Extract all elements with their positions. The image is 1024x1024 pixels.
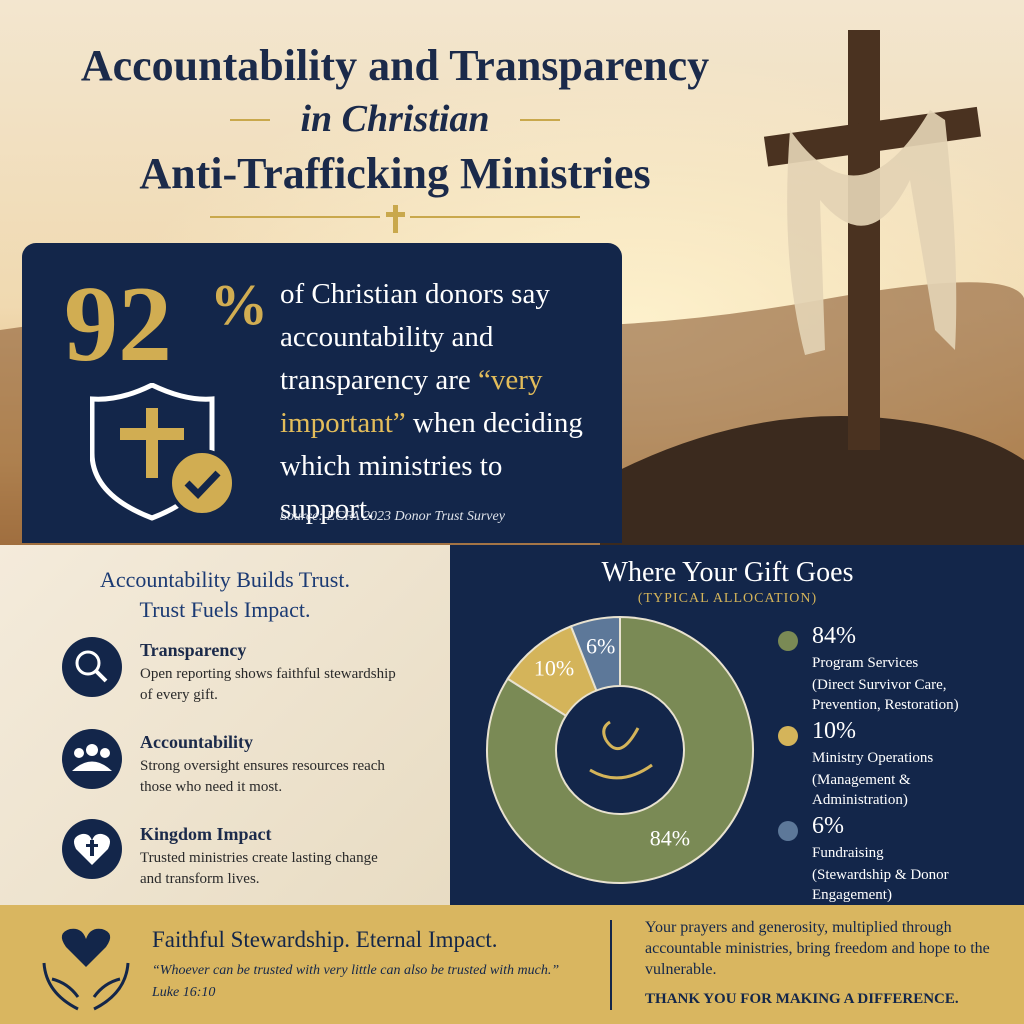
- legend-label: Ministry Operations: [812, 750, 934, 766]
- legend-description: (Stewardship & Donor Engagement): [812, 867, 949, 903]
- trust-title: Accountability Builds Trust. Trust Fuels…: [0, 565, 450, 625]
- stat-text: of Christian donors say accountability a…: [280, 273, 600, 531]
- footer-thanks: THANK YOU FOR MAKING A DIFFERENCE.: [645, 991, 959, 1007]
- chart-title: Where Your Gift Goes: [601, 557, 854, 588]
- stat-text-before: of Christian donors say accountability a…: [280, 278, 550, 396]
- legend-value: 6%: [812, 813, 844, 839]
- legend-value: 84%: [812, 623, 856, 649]
- donut-label: 10%: [534, 655, 574, 680]
- legend-label: Fundraising: [812, 845, 884, 861]
- trust-icons: [62, 637, 122, 879]
- donut-chart: 84% 10% 6%: [486, 615, 754, 884]
- legend-label: Program Services: [812, 655, 919, 671]
- donut-segment: [486, 615, 754, 884]
- stat-number: 92: [64, 265, 172, 384]
- stat-highlight: “very important”: [280, 364, 543, 439]
- footer-quote: “Whoever can be trusted with very little…: [152, 963, 560, 978]
- trust-title-line: Accountability Builds Trust.: [100, 567, 350, 592]
- legend-swatch: [778, 821, 798, 841]
- shield-icon: [90, 383, 236, 521]
- item-text: Strong oversight ensures resources reach…: [140, 758, 385, 795]
- item-text: Open reporting shows faithful stewardshi…: [140, 666, 396, 703]
- donut-label: 84%: [650, 826, 690, 851]
- donut-hole: [558, 688, 682, 812]
- title-line: Anti-Trafficking Ministries: [139, 149, 651, 198]
- stat-text-after: when deciding which ministries to suppor…: [280, 407, 583, 525]
- chart-subtitle: (TYPICAL ALLOCATION): [637, 591, 818, 606]
- trust-panel: Accountability Builds Trust. Trust Fuels…: [0, 545, 450, 905]
- trust-title-line: Trust Fuels Impact.: [139, 597, 311, 622]
- footer-message: Your prayers and generosity, multiplied …: [645, 919, 990, 978]
- title-rule: [230, 119, 560, 121]
- item-title: Transparency: [140, 640, 247, 660]
- footer: Faithful Stewardship. Eternal Impact. “W…: [0, 905, 1024, 1024]
- allocation-panel: Where Your Gift Goes (TYPICAL ALLOCATION…: [450, 545, 1024, 905]
- donut-segment: [569, 615, 621, 692]
- legend-value: 10%: [812, 718, 856, 744]
- stat-source: Source: ECFA 2023 Donor Trust Survey: [280, 509, 505, 524]
- legend-swatch: [778, 631, 798, 651]
- footer-reference: Luke 16:10: [152, 985, 216, 1000]
- stat-panel: 92 % of Christian donors say accountabil…: [22, 243, 622, 543]
- title-line: in Christian: [300, 98, 490, 140]
- legend-description: (Direct Survivor Care, Prevention, Resto…: [812, 677, 959, 713]
- item-title: Kingdom Impact: [140, 824, 272, 844]
- legend-swatch: [778, 726, 798, 746]
- legend-description: (Management & Administration): [812, 772, 911, 808]
- title-line: Accountability and Transparency: [80, 41, 710, 90]
- title-divider: [210, 205, 580, 233]
- item-title: Accountability: [140, 732, 254, 752]
- stat-unit: %: [210, 272, 268, 337]
- hands-heart-icon: [42, 928, 130, 1011]
- footer-title: Faithful Stewardship. Eternal Impact.: [152, 927, 498, 952]
- donut-label: 6%: [586, 633, 615, 658]
- footer-divider: [610, 920, 612, 1010]
- dove-hand-icon: [589, 720, 653, 780]
- item-text: Trusted ministries create lasting change…: [140, 850, 378, 887]
